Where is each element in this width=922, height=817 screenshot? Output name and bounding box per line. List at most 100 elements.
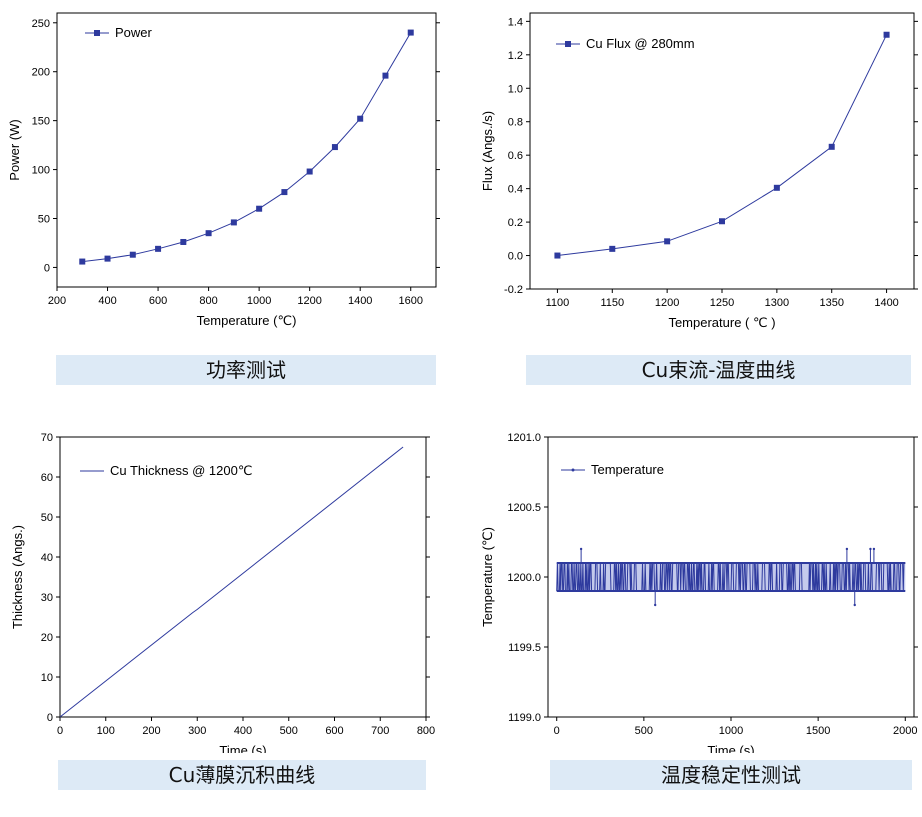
y-tick-label: 1200.0: [507, 572, 541, 584]
y-tick-label: 50: [41, 512, 53, 524]
x-tick-label: 400: [98, 295, 116, 307]
data-point: [331, 144, 338, 151]
y-tick-label: 20: [41, 632, 53, 644]
spike-point: [872, 547, 876, 551]
data-point: [407, 29, 414, 36]
y-axis-title: Flux (Angs./s): [480, 111, 495, 191]
x-tick-label: 800: [199, 295, 217, 307]
spike-point: [845, 547, 849, 551]
plot-frame: [529, 12, 915, 290]
y-tick-label: 0.2: [508, 217, 523, 229]
x-tick-label: 1000: [247, 295, 271, 307]
data-point: [306, 168, 313, 175]
data-point: [609, 245, 616, 252]
data-point: [79, 258, 86, 265]
y-tick-label: 50: [38, 214, 50, 226]
y-tick-label: 60: [41, 472, 53, 484]
x-tick-label: 300: [188, 725, 206, 737]
thickness-chart-panel: 0 100 200 300 400 500 600 700 800 0 10 20 30 40 50 60 70…: [0, 408, 461, 816]
flux-chart-panel: 1100 1150 1200 1250 1300 1350 1400 -0.2 0.0 0.2 0.…: [461, 0, 922, 408]
y-tick-label: 40: [41, 552, 53, 564]
x-tick-label: 1350: [819, 297, 843, 309]
y-tick-label: 70: [41, 432, 53, 444]
x-tick-label: 700: [371, 725, 389, 737]
legend-label: Cu Thickness @ 1200℃: [110, 463, 252, 478]
legend-label: Power: [115, 25, 153, 40]
y-tick-label: 1.0: [508, 83, 523, 95]
data-point: [883, 31, 890, 38]
data-point: [205, 230, 212, 237]
flux-caption: Cu束流-温度曲线: [526, 355, 911, 385]
plot-frame: [56, 12, 437, 288]
y-tick-label: 150: [32, 116, 50, 128]
x-axis-title: Time (s): [219, 743, 266, 753]
spike-point: [853, 603, 856, 607]
stability-caption: 温度稳定性测试: [550, 760, 912, 790]
x-tick-label: 500: [635, 725, 653, 737]
legend-label: Cu Flux @ 280mm: [586, 36, 695, 51]
y-tick-label: -0.2: [504, 284, 523, 296]
data-point: [773, 184, 780, 191]
y-tick-label: 100: [32, 165, 50, 177]
data-point: [719, 218, 725, 225]
y-tick-label: 0.4: [508, 184, 523, 196]
x-tick-label: 1200: [297, 295, 321, 307]
legend-marker: [94, 30, 100, 36]
x-tick-label: 600: [149, 295, 167, 307]
series-thickness: [59, 446, 404, 718]
x-tick-label: 1200: [655, 297, 679, 309]
data-point: [129, 251, 136, 258]
series-flux: [554, 31, 890, 259]
x-tick-label: 0: [57, 725, 63, 737]
thickness-chart: 0 100 200 300 400 500 600 700 800 0 10 20 30 40 50 60 70…: [10, 432, 435, 753]
y-tick-label: 0.6: [508, 150, 523, 162]
spike-point: [869, 547, 872, 551]
x-tick-label: 0: [554, 725, 560, 737]
power-chart: 200 400 600 800 1000 1200 1400 1600 0 50 100 150 200…: [7, 12, 440, 328]
y-tick-label: 1199.0: [508, 712, 541, 724]
x-tick-label: 200: [142, 725, 160, 737]
y-tick-label: 30: [41, 592, 53, 604]
legend-marker: [571, 468, 575, 472]
x-tick-label: 1600: [398, 295, 422, 307]
x-tick-label: 1400: [348, 295, 372, 307]
data-point: [357, 115, 364, 122]
y-tick-label: 10: [41, 672, 53, 684]
data-point: [155, 245, 162, 252]
series-power: [79, 29, 414, 265]
x-axis-title: Temperature (℃): [197, 313, 297, 328]
spike-point: [653, 603, 657, 607]
x-axis-title: Temperature ( ℃ ): [668, 315, 775, 330]
stability-chart: 0 500 1000 1500 2000 1199.0 1199.5 1200.0 1200.5…: [480, 432, 918, 753]
stability-chart-panel: 0 500 1000 1500 2000 1199.0 1199.5 1200.0 1200.5…: [461, 408, 922, 816]
x-tick-label: 200: [48, 295, 66, 307]
y-tick-label: 1199.5: [508, 642, 541, 654]
spike-point: [579, 547, 583, 551]
x-tick-label: 800: [417, 725, 435, 737]
data-point: [281, 189, 288, 196]
x-tick-label: 600: [325, 725, 343, 737]
y-tick-label: 1.2: [508, 50, 523, 62]
power-caption: 功率测试: [56, 355, 436, 385]
y-axis-title: Power (W): [7, 119, 22, 180]
y-tick-label: 250: [32, 18, 50, 30]
y-tick-label: 1200.5: [507, 502, 541, 514]
power-chart-panel: 200 400 600 800 1000 1200 1400 1600 0 50 100 150 200…: [0, 0, 461, 408]
y-tick-label: 200: [32, 67, 50, 79]
x-tick-label: 1000: [719, 725, 743, 737]
data-point: [664, 238, 671, 245]
data-point: [256, 205, 263, 212]
series-line: [59, 446, 404, 718]
flux-chart: 1100 1150 1200 1250 1300 1350 1400 -0.2 0.0 0.2 0.…: [480, 12, 918, 330]
y-tick-label: 0.8: [508, 117, 523, 129]
x-tick-label: 1300: [765, 297, 789, 309]
data-point: [104, 255, 111, 262]
plot-frame: [59, 436, 427, 718]
data-point: [180, 238, 187, 245]
y-tick-label: 0: [47, 712, 53, 724]
data-point: [554, 252, 561, 259]
legend-label: Temperature: [591, 462, 664, 477]
x-tick-label: 1100: [546, 297, 570, 309]
y-tick-label: 1.4: [508, 16, 523, 28]
x-tick-label: 400: [234, 725, 252, 737]
